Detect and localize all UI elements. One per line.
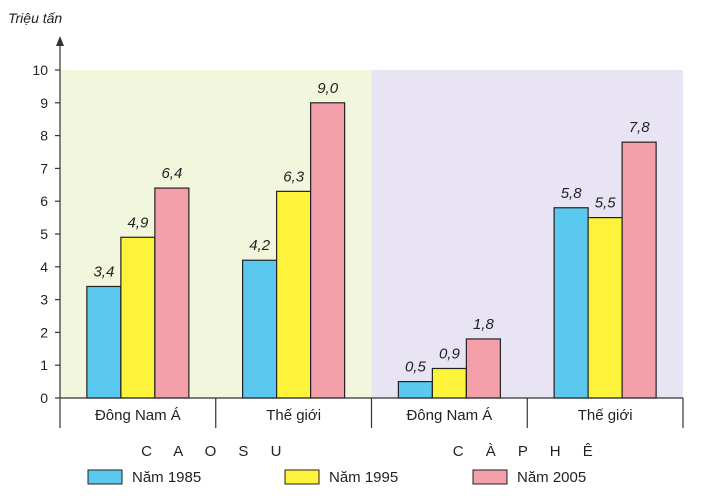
value-labels: 3,4 4,9 6,4 4,2 6,3 9,0 0,5 0,9 1,8 5,8 5,5 7,8 xyxy=(93,80,650,376)
legend: Năm 1985 Năm 1995 Năm 2005 xyxy=(87,469,586,486)
legend-label: Năm 2005 xyxy=(517,469,586,486)
value-label: 3,4 xyxy=(93,263,114,280)
group-label: C A O S U xyxy=(141,443,290,460)
category-label: Đông Nam Á xyxy=(406,407,492,424)
bar xyxy=(120,236,156,399)
y-tick-label: 4 xyxy=(40,259,48,275)
legend-label: Năm 1995 xyxy=(329,469,398,486)
value-label: 6,3 xyxy=(283,168,305,185)
y-tick-label: 10 xyxy=(32,62,48,78)
bar xyxy=(154,187,190,399)
bar xyxy=(86,285,122,399)
group-label: C À P H Ê xyxy=(453,443,602,460)
y-tick-label: 3 xyxy=(40,292,48,308)
bar xyxy=(276,190,312,399)
y-tick-label: 5 xyxy=(40,226,48,242)
legend-swatch xyxy=(87,469,123,485)
value-label: 1,8 xyxy=(473,316,495,333)
value-label: 6,4 xyxy=(161,165,182,182)
bar xyxy=(431,367,467,399)
legend-label: Năm 1985 xyxy=(132,469,201,486)
value-label: 9,0 xyxy=(317,80,339,97)
y-tick-label: 7 xyxy=(40,160,48,176)
bars xyxy=(86,102,657,399)
y-axis-ticks: 0 1 2 3 4 5 6 7 8 9 10 xyxy=(32,62,60,406)
bar xyxy=(553,207,589,399)
bar xyxy=(621,141,657,399)
y-unit-label: Triệu tấn xyxy=(8,10,62,26)
y-tick-label: 6 xyxy=(40,193,48,209)
y-axis-arrow xyxy=(56,36,64,46)
y-tick-label: 2 xyxy=(40,324,48,340)
category-label: Đông Nam Á xyxy=(95,407,181,424)
value-label: 7,8 xyxy=(629,119,651,136)
category-labels: Đông Nam Á Thế giới Đông Nam Á Thế giới xyxy=(59,398,684,428)
bar xyxy=(242,259,278,399)
bar xyxy=(587,217,623,399)
bar xyxy=(397,381,433,399)
value-label: 4,9 xyxy=(127,214,149,231)
y-tick-label: 8 xyxy=(40,128,48,144)
bar xyxy=(465,338,501,399)
value-label: 5,8 xyxy=(561,185,583,202)
category-label: Thế giới xyxy=(578,407,633,424)
y-tick-label: 1 xyxy=(40,357,48,373)
y-tick-label: 0 xyxy=(40,390,48,406)
value-label: 5,5 xyxy=(595,195,617,212)
category-label: Thế giới xyxy=(266,407,321,424)
legend-swatch xyxy=(472,469,508,485)
value-label: 0,5 xyxy=(405,359,427,376)
bar xyxy=(310,102,346,399)
y-tick-label: 9 xyxy=(40,95,48,111)
legend-swatch xyxy=(284,469,320,485)
value-label: 0,9 xyxy=(439,345,461,362)
value-label: 4,2 xyxy=(249,237,271,254)
